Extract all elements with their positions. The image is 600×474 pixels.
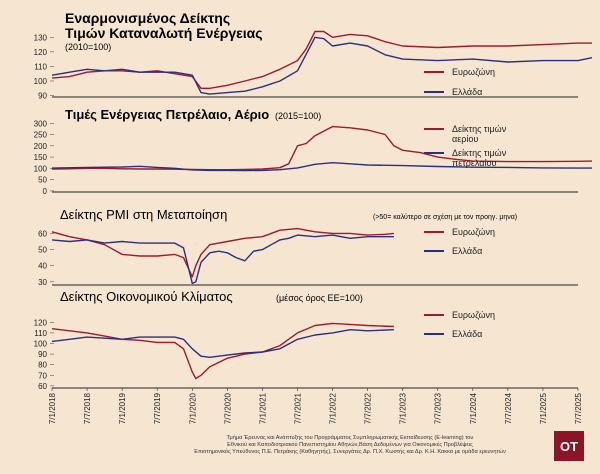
credits-line: Εθνικού και Καποδιστριακού Πανεπιστημίου… — [227, 442, 473, 448]
y-tick-label: 100 — [34, 77, 48, 86]
x-tick-label: 7/1/2024 — [469, 392, 478, 424]
y-tick-label: 60 — [38, 382, 47, 391]
legend-label: Ελλάδα — [452, 329, 482, 339]
y-tick-label: 100 — [34, 164, 48, 173]
credits-line: Επιστημονικός Υπεύθυνος Π.Ε. Πετράκης (Κ… — [194, 449, 506, 455]
x-tick-label: 7/7/2020 — [223, 392, 232, 424]
series-line-pmi-0 — [51, 227, 394, 278]
x-tick-label: 7/1/2023 — [399, 392, 408, 424]
y-tick-label: 90 — [38, 92, 47, 101]
y-tick-label: 250 — [34, 131, 48, 140]
y-tick-label: 90 — [38, 350, 47, 359]
y-tick-label: 120 — [34, 48, 48, 57]
y-tick-label: 70 — [38, 371, 47, 380]
legend-label: Ελλάδα — [452, 246, 482, 256]
y-tick-label: 110 — [34, 62, 47, 71]
series-line-energy-0 — [51, 125, 593, 171]
y-tick-label: 40 — [38, 262, 47, 271]
x-tick-label: 7/7/2018 — [83, 392, 92, 424]
y-tick-label: 120 — [34, 318, 48, 327]
legend-label: Ευρωζώνη — [452, 227, 495, 237]
x-tick-label: 7/7/2021 — [293, 392, 302, 424]
x-tick-label: 7/7/2019 — [153, 392, 162, 424]
y-tick-label: 50 — [38, 176, 47, 185]
legend-label: Ευρωζώνη — [452, 310, 495, 320]
y-tick-label: 300 — [34, 119, 48, 128]
x-tick-label: 7/7/2025 — [574, 392, 583, 424]
y-tick-label: 60 — [38, 229, 47, 238]
plot-pmi: 30 40 50 60 — [38, 227, 578, 287]
y-tick-label: 80 — [38, 361, 47, 370]
y-tick-label: 50 — [38, 246, 47, 255]
chart2-title: Τιμές Ενέργειας Πετρέλαιο, Αέριο — [65, 107, 269, 122]
ot-logo: ΟΤ — [554, 431, 584, 461]
source-credits: Τμήμα Έρευνας και Ανάπτυξης του Προγράμμ… — [150, 435, 550, 456]
plot-energy: 0 50 100 150 200 250 300 — [34, 119, 593, 196]
legend-label: Δείκτης τιμών — [452, 124, 507, 134]
y-tick-label: 200 — [34, 142, 48, 151]
x-tick-label: 7/7/2024 — [504, 392, 513, 424]
legend-label: Ευρωζώνη — [452, 67, 495, 77]
y-tick-label: 110 — [34, 329, 47, 338]
plot-hicp: 90 100 110 120 130 — [34, 30, 593, 101]
chart3-title: Δείκτης PMI στη Μεταποίηση — [60, 207, 227, 222]
x-tick-label: 7/1/2020 — [188, 392, 197, 424]
legend-label: Δείκτης τιμών — [452, 148, 507, 158]
series-line-hicp-1 — [51, 36, 593, 95]
series-line-esi-1 — [51, 329, 394, 358]
credits-line: Τμήμα Έρευνας και Ανάπτυξης του Προγράμμ… — [226, 435, 474, 441]
chart2-subtitle: (2015=100) — [275, 111, 321, 121]
y-tick-label: 130 — [34, 33, 48, 42]
y-tick-label: 100 — [34, 339, 48, 348]
x-tick-label: 7/1/2022 — [329, 392, 338, 424]
x-tick-label: 7/1/2019 — [118, 392, 127, 424]
x-tick-label: 7/7/2023 — [434, 392, 443, 424]
chart4-title: Δείκτης Οικονομικού Κλίματος — [60, 289, 233, 304]
chart1-title-line1: Εναρμονισμένος Δείκτης — [65, 10, 230, 26]
x-tick-label: 7/1/2025 — [539, 392, 548, 424]
y-tick-label: 150 — [34, 153, 48, 162]
chart4-subtitle: (μέσος όρος ΕΕ=100) — [276, 293, 363, 303]
y-tick-label: 30 — [38, 278, 47, 287]
y-tick-label: 0 — [43, 187, 48, 196]
series-line-energy-1 — [51, 162, 592, 172]
series-line-pmi-1 — [51, 234, 394, 285]
legend-label: Ελλάδα — [452, 87, 482, 97]
legend-label: πετρελαίου — [452, 158, 496, 168]
chart1-subtitle: (2010=100) — [65, 42, 111, 52]
legend-label: αερίου — [452, 134, 478, 144]
chart1-title-line2: Τιμών Καταναλωτή Ενέργειας — [65, 25, 263, 41]
x-tick-label: 7/1/2018 — [48, 392, 57, 424]
chart3-note: (>50= καλύτερο σε σχέση με τον προηγ. μη… — [373, 213, 517, 221]
x-tick-label: 7/1/2021 — [258, 392, 267, 424]
x-tick-label: 7/7/2022 — [364, 392, 373, 424]
